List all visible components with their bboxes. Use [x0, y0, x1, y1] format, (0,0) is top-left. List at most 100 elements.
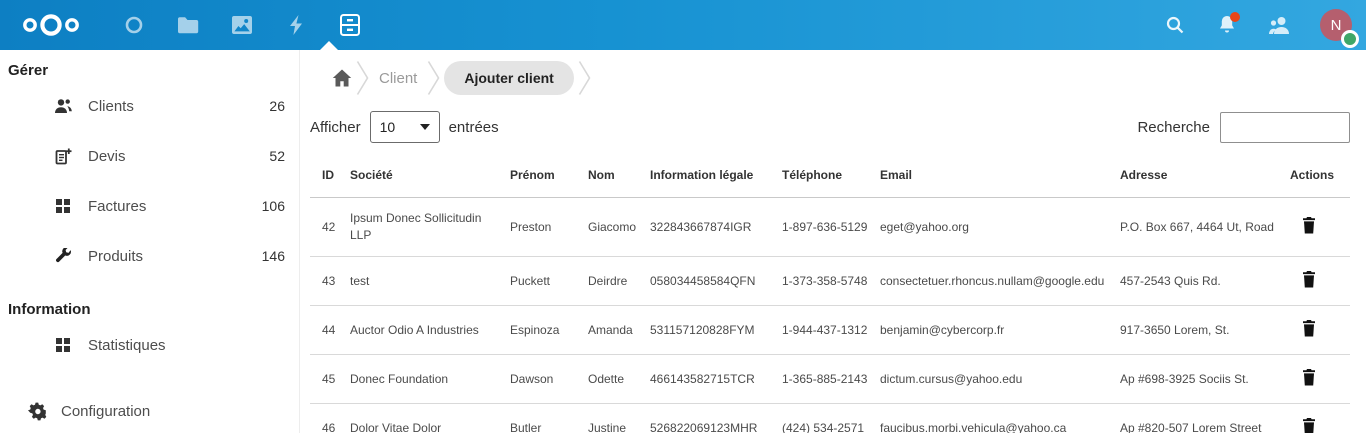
photos-icon[interactable] [215, 0, 269, 50]
sidebar-item-factures[interactable]: Factures 106 [0, 181, 299, 231]
gear-icon [28, 402, 47, 421]
files-icon[interactable] [161, 0, 215, 50]
breadcrumb: Client Ajouter client [310, 56, 1350, 100]
status-online-dot [1341, 30, 1359, 48]
sidebar-heading-information: Information [8, 301, 91, 318]
trash-icon [1303, 418, 1315, 433]
cell-address: 457-2543 Quis Rd. [1120, 256, 1290, 306]
column-header-actions[interactable]: Actions [1290, 154, 1350, 198]
cell-last-name: Odette [588, 354, 650, 404]
cell-phone: (424) 534-2571 [782, 403, 880, 433]
sidebar-item-devis[interactable]: Devis 52 [0, 131, 299, 181]
entries-select-value: 10 [379, 119, 396, 135]
cell-id: 46 [310, 403, 350, 433]
column-header-information-legale[interactable]: Information légale [650, 154, 782, 198]
sidebar-item-label: Statistiques [88, 336, 166, 354]
sidebar-item-configuration[interactable]: Configuration [0, 389, 299, 433]
delete-client-button[interactable] [1300, 215, 1318, 236]
column-header-nom[interactable]: Nom [588, 154, 650, 198]
cell-email: eget@yahoo.org [880, 197, 1120, 257]
search-icon[interactable] [1158, 3, 1192, 47]
users-icon [54, 98, 72, 114]
column-header-prenom[interactable]: Prénom [510, 154, 588, 198]
breadcrumb-separator [427, 60, 440, 96]
search-label: Recherche [1137, 118, 1210, 136]
dashboard-icon[interactable] [107, 0, 161, 50]
chevron-down-icon [419, 124, 430, 130]
trash-icon [1303, 369, 1315, 386]
sidebar-item-produits[interactable]: Produits 146 [0, 231, 299, 281]
cell-first-name: Preston [510, 197, 588, 257]
wrench-icon [54, 247, 72, 265]
sidebar-item-count: 26 [269, 98, 285, 114]
cell-email: benjamin@cybercorp.fr [880, 305, 1120, 355]
cell-last-name: Justine [588, 403, 650, 433]
sidebar-item-clients[interactable]: Clients 26 [0, 81, 299, 131]
entries-suffix-label: entrées [448, 118, 499, 136]
main-content: Client Ajouter client Afficher 10 entrée… [300, 50, 1366, 433]
cell-legal-info: 058034458584QFN [650, 256, 782, 306]
cell-address: 917-3650 Lorem, St. [1120, 305, 1290, 355]
cell-company: Auctor Odio A Industries [350, 305, 510, 355]
column-header-societe[interactable]: Société [350, 154, 510, 198]
cell-email: dictum.cursus@yahoo.edu [880, 354, 1120, 404]
app-management-icon[interactable] [323, 0, 377, 50]
breadcrumb-item-client[interactable]: Client [379, 69, 418, 87]
activity-icon[interactable] [269, 0, 323, 50]
cell-id: 43 [310, 256, 350, 306]
cell-address: P.O. Box 667, 4464 Ut, Road [1120, 197, 1290, 257]
cell-id: 42 [310, 197, 350, 257]
table-row: 43 test Puckett Deirdre 058034458584QFN … [310, 256, 1350, 306]
delete-client-button[interactable] [1300, 416, 1318, 433]
cell-phone: 1-897-636-5129 [782, 197, 880, 257]
sidebar-item-count: 146 [261, 248, 285, 264]
breadcrumb-separator [356, 60, 369, 96]
cell-last-name: Deirdre [588, 256, 650, 306]
notifications-icon[interactable] [1210, 3, 1244, 47]
grid-icon [54, 337, 72, 353]
column-header-id[interactable]: ID [310, 154, 350, 198]
cell-first-name: Butler [510, 403, 588, 433]
sidebar-item-count: 106 [261, 198, 285, 214]
cell-legal-info: 526822069123MHR [650, 403, 782, 433]
sidebar-heading-gerer: Gérer [8, 62, 49, 79]
trash-icon [1303, 217, 1315, 234]
sidebar-item-statistiques[interactable]: Statistiques [0, 320, 299, 370]
column-header-telephone[interactable]: Téléphone [782, 154, 880, 198]
delete-client-button[interactable] [1300, 269, 1318, 290]
cell-id: 44 [310, 305, 350, 355]
contacts-icon[interactable] [1262, 3, 1296, 47]
cell-legal-info: 531157120828FYM [650, 305, 782, 355]
column-header-adresse[interactable]: Adresse [1120, 154, 1290, 198]
search-input[interactable] [1220, 111, 1350, 143]
cell-company: Ipsum Donec Sollicitudin LLP [350, 197, 510, 257]
top-header-bar: N [0, 0, 1366, 50]
cell-email: faucibus.morbi.vehicula@yahoo.ca [880, 403, 1120, 433]
home-icon[interactable] [332, 69, 352, 87]
avatar-initial: N [1330, 16, 1342, 34]
delete-client-button[interactable] [1300, 318, 1318, 339]
table-row: 46 Dolor Vitae Dolor Butler Justine 5268… [310, 403, 1350, 433]
cell-id: 45 [310, 354, 350, 404]
nextcloud-logo[interactable] [20, 12, 95, 38]
cell-company: Dolor Vitae Dolor [350, 403, 510, 433]
column-header-email[interactable]: Email [880, 154, 1120, 198]
cell-first-name: Espinoza [510, 305, 588, 355]
delete-client-button[interactable] [1300, 367, 1318, 388]
breadcrumb-separator [578, 60, 591, 96]
sidebar-item-label: Devis [88, 147, 126, 165]
sidebar: Gérer Clients 26 Devis 52 Factures 106 [0, 50, 300, 433]
avatar[interactable]: N [1320, 9, 1359, 48]
sidebar-item-label: Produits [88, 247, 144, 265]
cell-email: consectetuer.rhoncus.nullam@google.edu [880, 256, 1120, 306]
sidebar-item-label: Clients [88, 97, 134, 115]
cell-phone: 1-365-885-2143 [782, 354, 880, 404]
table-row: 45 Donec Foundation Dawson Odette 466143… [310, 354, 1350, 404]
trash-icon [1303, 320, 1315, 337]
table-header-row: ID Société Prénom Nom Information légale… [310, 154, 1350, 198]
nextcloud-logo-icon [23, 14, 79, 36]
sidebar-item-count: 52 [269, 148, 285, 164]
active-app-indicator [320, 41, 338, 50]
breadcrumb-item-ajouter-client[interactable]: Ajouter client [444, 61, 574, 95]
entries-select[interactable]: 10 [369, 111, 440, 143]
